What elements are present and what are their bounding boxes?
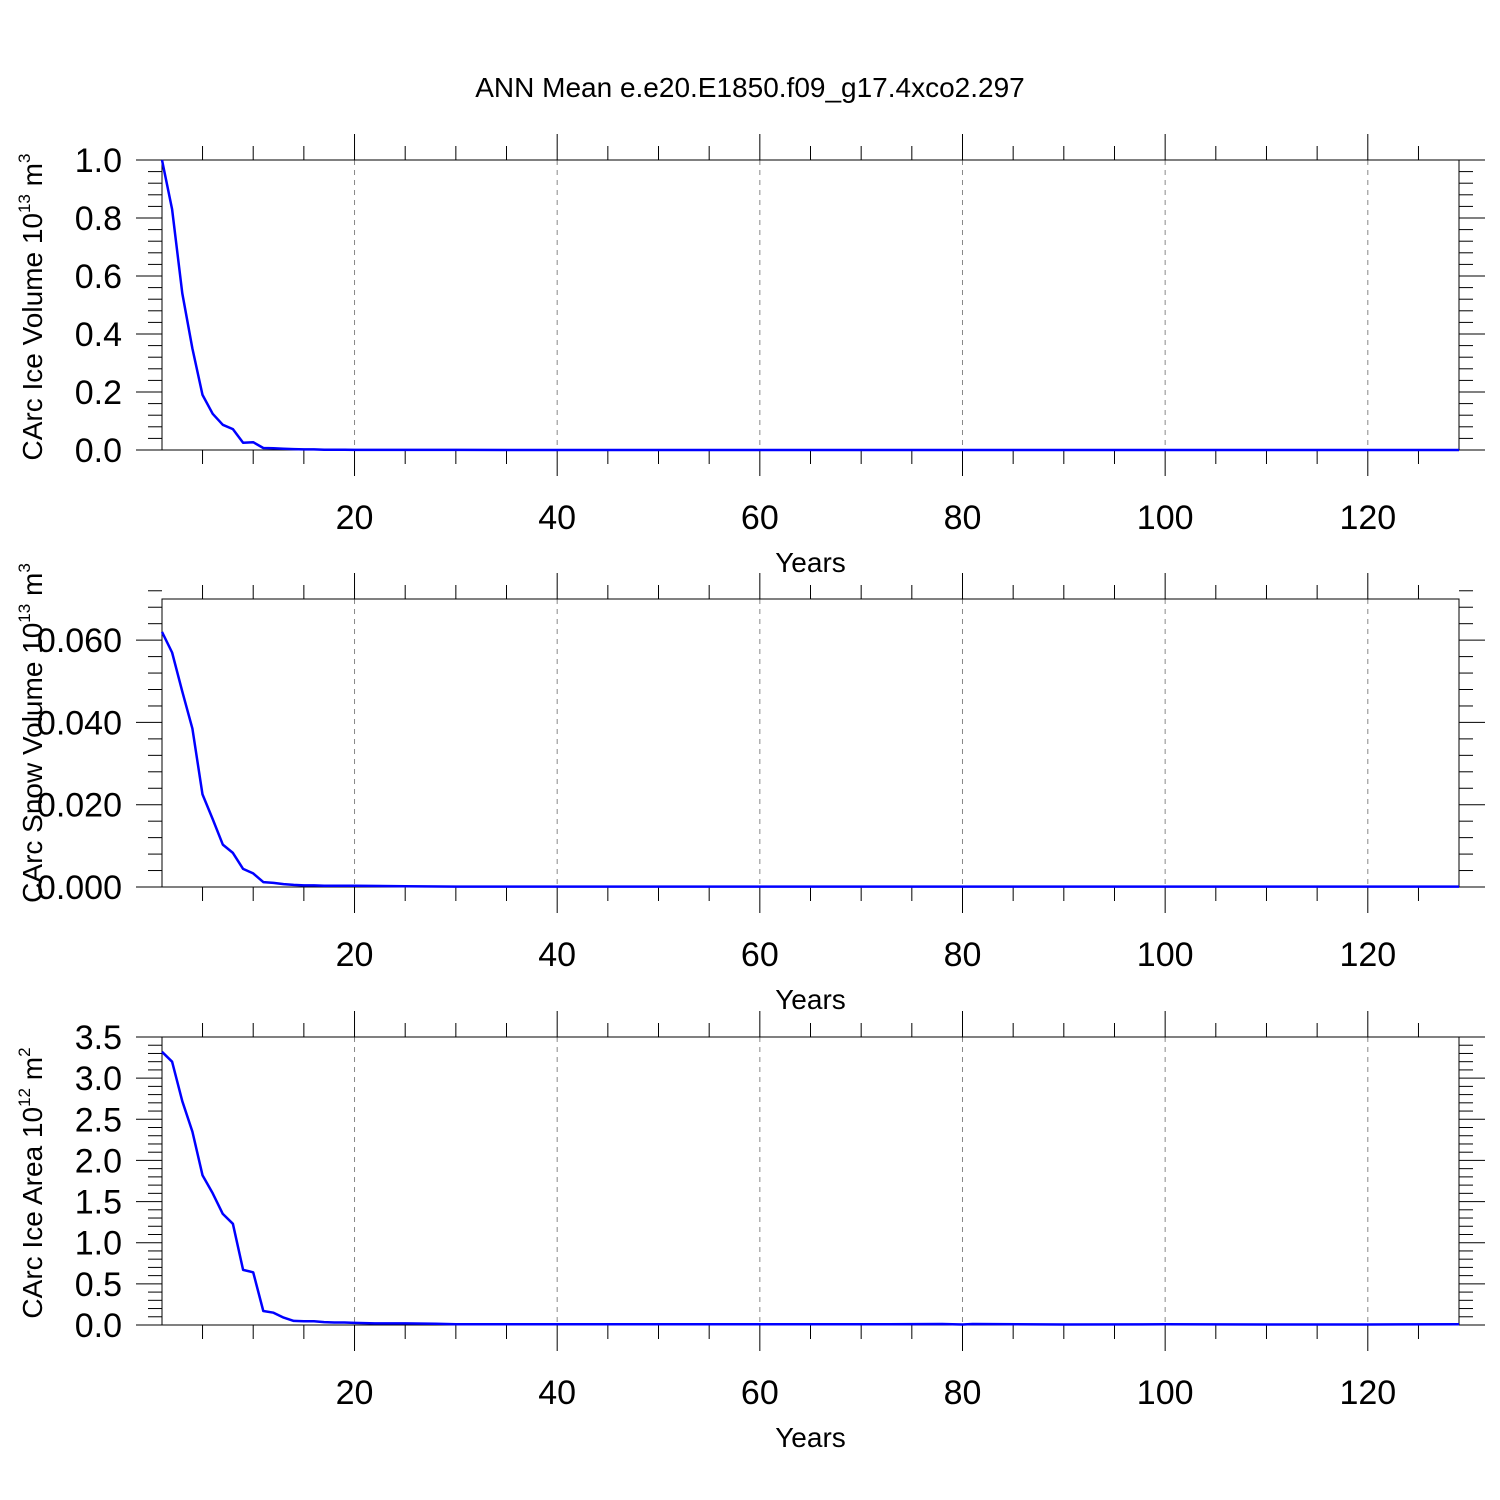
y-axis-label-superscript: 13	[15, 604, 34, 623]
x-tick-label: 60	[741, 499, 779, 537]
panel-ice-area: 20 40 60 80 100 120 0.00.51.01.5 2.02.53.03.5 Ye…	[15, 1011, 1485, 1453]
y-axis-label-part: m	[17, 163, 48, 194]
y-tick-label: 0.0	[75, 432, 122, 470]
x-axis-label: Years	[775, 547, 846, 578]
y-axis-label-part: CArc Ice Volume 10	[17, 213, 48, 460]
series-line	[161, 1050, 1460, 1326]
x-tick-label: 80	[944, 499, 982, 537]
y-tick-label: 3.5	[75, 1019, 122, 1057]
y-axis-label-superscript: 3	[15, 563, 34, 572]
y-axis-label-superscript: 12	[15, 1088, 34, 1107]
y-tick-label: 0.060	[37, 622, 122, 660]
x-tick-label: 20	[336, 499, 374, 537]
x-tick-label: 120	[1339, 499, 1396, 537]
y-tick-label: 2.5	[75, 1101, 122, 1139]
y-tick-label: 1.0	[75, 142, 122, 180]
y-axis-label: CArc Ice Area 1012 m2	[15, 1047, 48, 1318]
y-tick-label: 3.0	[75, 1060, 122, 1098]
x-tick-label: 20	[336, 936, 374, 974]
y-tick-label: 0.2	[75, 374, 122, 412]
series-line	[160, 159, 1459, 452]
plot-frame	[161, 1036, 1460, 1326]
x-tick-label: 40	[538, 936, 576, 974]
x-tick-label: 60	[741, 936, 779, 974]
x-tick-label: 80	[944, 936, 982, 974]
series-line	[160, 631, 1459, 888]
y-tick-label: 2.0	[75, 1142, 122, 1180]
x-tick-label: 60	[741, 1374, 779, 1412]
y-axis-label-superscript: 2	[15, 1047, 34, 1056]
plot-frame	[161, 598, 1460, 888]
y-tick-label: 1.0	[75, 1225, 122, 1263]
x-axis-label: Years	[775, 984, 846, 1015]
y-axis-label-part: CArc Ice Area 10	[17, 1107, 48, 1319]
y-tick-label: 0.5	[75, 1266, 122, 1304]
y-axis-label-superscript: 13	[15, 194, 34, 213]
y-tick-label: 0.4	[75, 316, 122, 354]
y-axis-label: CArc Snow Volume 1013 m3	[15, 563, 48, 903]
x-tick-label: 20	[336, 1374, 374, 1412]
x-tick-label: 100	[1137, 1374, 1194, 1412]
x-tick-label: 120	[1339, 1374, 1396, 1412]
panel-ice-volume: 20 40 60 80 100 120 0.0 0.2 0.4 0.6 0.8 1.0 Years CAr…	[15, 134, 1485, 578]
y-tick-label: 0.8	[75, 200, 122, 238]
x-tick-label: 40	[538, 499, 576, 537]
y-tick-label: 1.5	[75, 1184, 122, 1222]
y-axis-label-part: m	[17, 573, 48, 604]
y-axis-label-part: m	[17, 1057, 48, 1088]
x-tick-label: 100	[1137, 499, 1194, 537]
y-tick-label: 0.020	[37, 787, 122, 825]
y-tick-label: 0.6	[75, 258, 122, 296]
x-axis-label: Years	[775, 1422, 846, 1453]
panel-snow-volume: 20 40 60 80 100 120 0.000 0.020 0.040 0.060 Years C…	[15, 563, 1485, 1015]
chart-title: ANN Mean e.e20.E1850.f09_g17.4xco2.297	[475, 72, 1025, 103]
y-tick-label: 0.040	[37, 704, 122, 742]
x-tick-label: 80	[944, 1374, 982, 1412]
y-axis-label: CArc Ice Volume 1013 m3	[15, 154, 48, 461]
plot-frame	[161, 159, 1460, 451]
x-tick-label: 40	[538, 1374, 576, 1412]
y-tick-label: 0.000	[37, 869, 122, 907]
y-axis-label-superscript: 3	[15, 154, 34, 163]
y-tick-label: 0.0	[75, 1307, 122, 1345]
x-tick-label: 100	[1137, 936, 1194, 974]
y-axis-label-part: CArc Snow Volume 10	[17, 623, 48, 903]
x-tick-label: 120	[1339, 936, 1396, 974]
